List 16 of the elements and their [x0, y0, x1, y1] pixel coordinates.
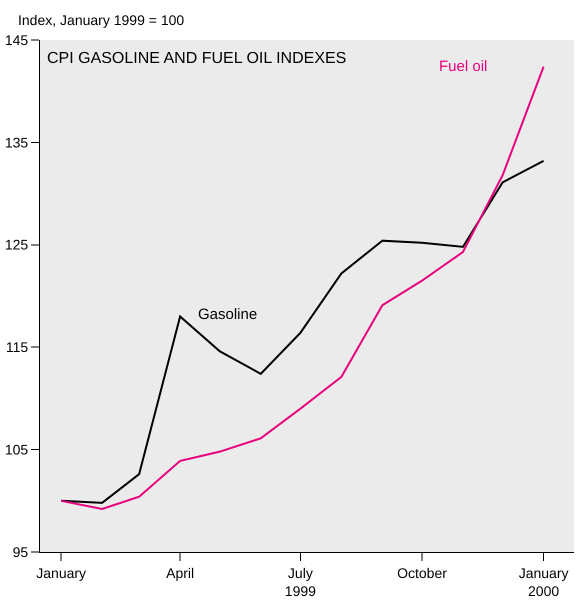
y-tick-label: 95: [12, 544, 28, 560]
line-series: [60, 160, 545, 504]
y-tick-label: 105: [4, 442, 28, 458]
text: CPI GASOLINE AND FUEL OIL INDEXES: [47, 50, 346, 67]
series-label: Gasoline: [198, 306, 258, 323]
y-tick-label: 135: [4, 134, 28, 150]
x-tick-label: July 1999: [284, 564, 316, 599]
x-tick-label: April: [166, 564, 194, 581]
text: Fuel oil: [439, 58, 488, 75]
y-tick-label: 115: [6, 339, 28, 356]
x-tick-label: January: [36, 564, 86, 581]
y-tick-label: 145: [4, 32, 28, 48]
y-tick-label: 125: [4, 236, 28, 253]
x-tick-label: October: [397, 564, 448, 581]
x-tick-label: January 2000: [518, 564, 569, 599]
y-axis-title: Index, January 1999 = 100: [18, 12, 184, 28]
